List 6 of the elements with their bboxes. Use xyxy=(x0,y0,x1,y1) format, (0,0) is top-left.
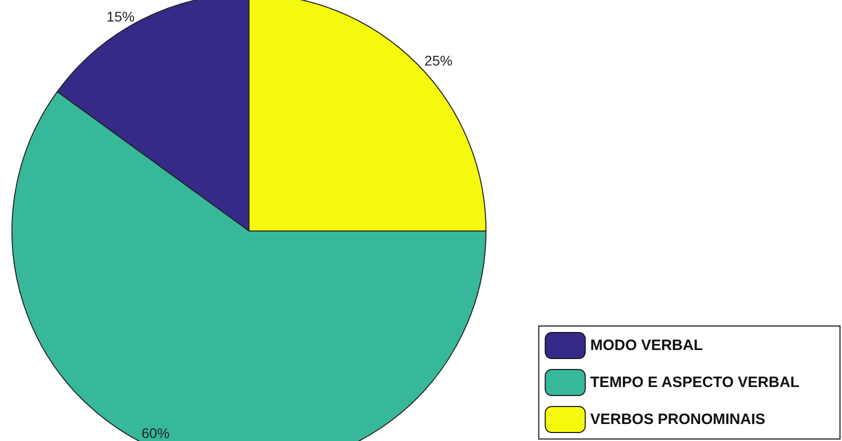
data-label: 60% xyxy=(141,425,170,441)
legend-label: TEMPO E ASPECTO VERBAL xyxy=(590,374,800,391)
legend-label: MODO VERBAL xyxy=(590,337,703,354)
data-label: 25% xyxy=(424,52,452,69)
legend-label: VERBOS PRONOMINAIS xyxy=(590,411,766,428)
data-label: 15% xyxy=(106,8,135,24)
